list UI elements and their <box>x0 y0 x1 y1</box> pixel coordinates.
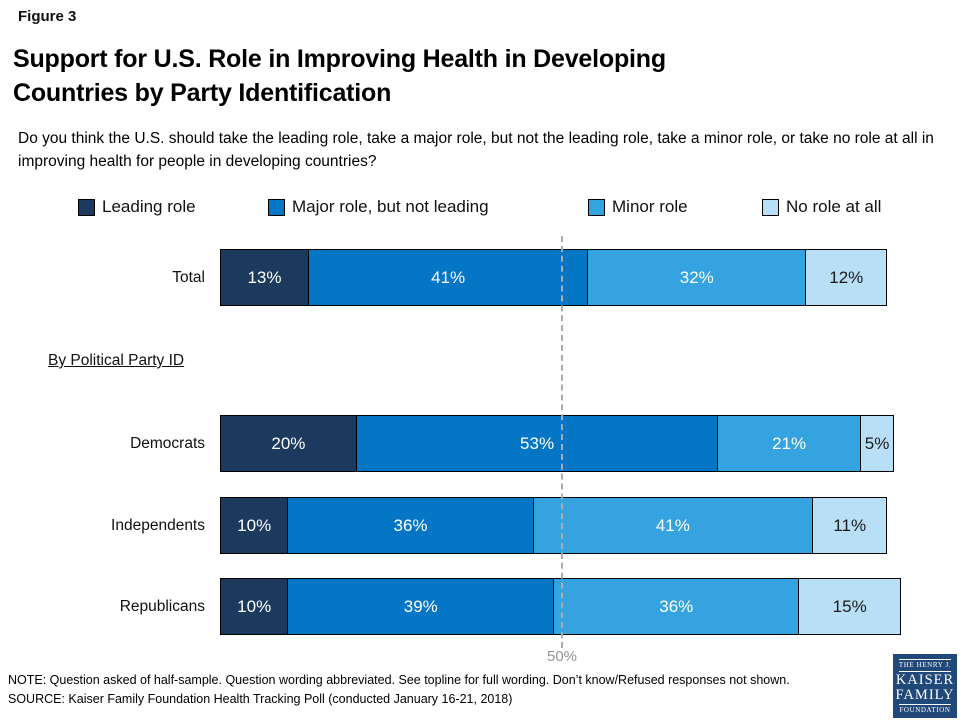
bar-segment: 41% <box>532 497 814 554</box>
stacked-bar: 10% 39% 36% 15% <box>220 578 901 635</box>
bar-row-democrats: Democrats 20% 53% 21% 5% <box>0 415 960 472</box>
section-label-by-party-id: By Political Party ID <box>48 352 185 369</box>
bar-segment: 39% <box>287 578 555 635</box>
legend-swatch-major-role <box>268 198 285 216</box>
bar-segment: 32% <box>587 249 807 306</box>
source-line: SOURCE: Kaiser Family Foundation Health … <box>8 691 513 706</box>
note-line: NOTE: Question asked of half-sample. Que… <box>8 673 790 687</box>
bar-segment: 41% <box>307 249 589 306</box>
bar-segment: 21% <box>717 415 861 472</box>
row-label: Total <box>172 268 205 286</box>
bar-row-independents: Independents 10% 36% 41% 11% <box>0 497 960 554</box>
legend-swatch-no-role <box>762 198 779 216</box>
stacked-bar: 10% 36% 41% 11% <box>220 497 888 554</box>
logo-text-family: FAMILY <box>895 686 955 703</box>
legend-item-minor-role: Minor role <box>588 196 688 218</box>
logo-rule <box>899 658 951 660</box>
legend-swatch-minor-role <box>588 198 605 216</box>
stacked-bar: 13% 41% 32% 12% <box>220 249 888 306</box>
logo-rule <box>899 670 951 672</box>
legend-item-no-role: No role at all <box>762 196 881 218</box>
legend-label: Leading role <box>102 197 196 216</box>
legend-label: Minor role <box>612 197 688 216</box>
page-title-line1: Support for U.S. Role in Improving Healt… <box>13 45 666 73</box>
bar-segment: 20% <box>220 415 357 472</box>
bar-row-republicans: Republicans 10% 39% 36% 15% <box>0 578 960 635</box>
bar-segment: 11% <box>812 497 888 554</box>
page-title-line2: Countries by Party Identification <box>13 79 392 107</box>
bar-segment: 13% <box>220 249 309 306</box>
kaiser-family-foundation-logo: THE HENRY J. KAISER FAMILY FOUNDATION <box>893 654 957 718</box>
legend-item-leading-role: Leading role <box>78 196 196 218</box>
bar-segment: 36% <box>287 497 534 554</box>
bar-segment: 12% <box>805 249 888 306</box>
fifty-percent-reference-line <box>561 236 563 648</box>
logo-text-foundation: FOUNDATION <box>899 705 951 714</box>
bar-segment: 10% <box>220 578 289 635</box>
bar-segment: 53% <box>355 415 719 472</box>
bar-segment: 10% <box>220 497 289 554</box>
bar-row-total: Total 13% 41% 32% 12% <box>0 249 960 306</box>
bar-segment: 36% <box>553 578 800 635</box>
fifty-percent-label: 50% <box>546 648 578 665</box>
figure-label: Figure 3 <box>18 8 77 25</box>
logo-rule <box>899 703 951 705</box>
legend-item-major-role: Major role, but not leading <box>268 196 489 218</box>
stacked-bar: 20% 53% 21% 5% <box>220 415 895 472</box>
legend-swatch-leading-role <box>78 198 95 216</box>
bar-segment: 15% <box>798 578 901 635</box>
row-label: Republicans <box>119 597 205 615</box>
legend-label: No role at all <box>786 197 882 216</box>
survey-question-text: Do you think the U.S. should take the le… <box>18 130 934 170</box>
legend-label: Major role, but not leading <box>292 197 489 216</box>
logo-text-kaiser: KAISER <box>895 671 955 688</box>
row-label: Democrats <box>130 434 205 452</box>
footnotes: NOTE: Question asked of half-sample. Que… <box>8 671 888 708</box>
page-title: Support for U.S. Role in Improving Healt… <box>13 42 666 110</box>
row-label: Independents <box>111 516 205 534</box>
logo-text-henry-j: THE HENRY J. <box>898 660 952 669</box>
bar-segment: 5% <box>859 415 895 472</box>
